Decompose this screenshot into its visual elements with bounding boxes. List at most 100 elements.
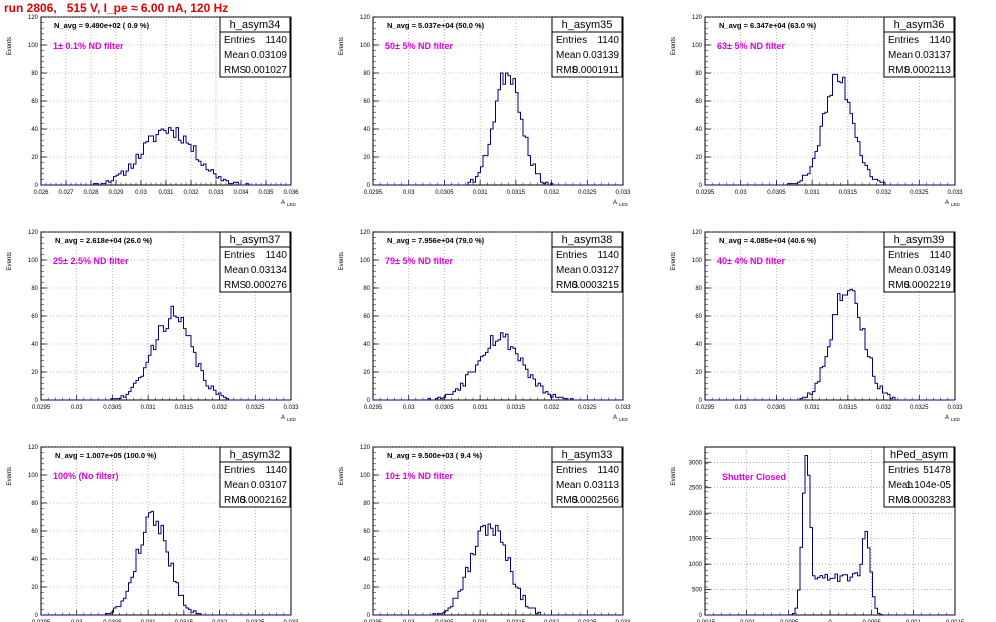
x-tick-label: 0.0295 (32, 620, 51, 622)
x-tick-label: 0.032 (876, 190, 892, 196)
stats-value: 0.03137 (915, 50, 952, 61)
stats-key: RMS (556, 280, 579, 291)
x-tick-label: 0.032 (212, 620, 228, 622)
histogram-name: h_asym36 (894, 19, 945, 31)
stats-key: RMS (888, 280, 911, 291)
histogram-series (705, 454, 955, 616)
n-avg-label: N_avg = 6.347e+04 (63.0 %) (719, 21, 817, 30)
x-tick-label: 0.0325 (578, 190, 597, 196)
x-tick-label: 0.033 (283, 620, 299, 622)
x-axis-title: A (945, 200, 949, 206)
y-tick-label: 120 (360, 15, 371, 21)
x-axis-title: A (613, 200, 617, 206)
x-tick-label: 0.0005 (862, 620, 881, 622)
stats-value: 0.0003215 (572, 280, 620, 291)
stats-box: h_asym34 Entries 1140 Mean 0.03109 RMS 0.00102… (219, 16, 291, 78)
y-tick-label: 60 (695, 314, 702, 320)
x-axis-title-subscript: LED (619, 417, 629, 422)
stats-key: Mean (888, 265, 913, 276)
x-tick-label: 0.03 (71, 405, 83, 411)
n-avg-label: N_avg = 1.007e+05 (100.0 %) (55, 451, 157, 460)
stats-key: Entries (224, 250, 255, 261)
panel-h_asym35: 0.0295 0.03 0.0305 0.031 0.0315 0.032 0.0325 0.… (339, 15, 631, 207)
y-axis-title: Events (339, 37, 345, 55)
stats-key: Entries (224, 465, 255, 476)
y-tick-label: 40 (31, 557, 38, 563)
x-tick-label: 0.0315 (175, 405, 194, 411)
panel-h_asym37: 0.0295 0.03 0.0305 0.031 0.0315 0.032 0.0325 0.… (7, 230, 299, 422)
x-tick-label: 0.03 (403, 405, 415, 411)
x-axis-title-subscript: LED (287, 417, 297, 422)
stats-box: h_asym32 Entries 1140 Mean 0.03107 RMS0.00021… (219, 446, 291, 508)
stats-key: Mean (224, 480, 249, 491)
stats-box: h_asym33 Entries 1140 Mean 0.03113 RMS0.00025… (551, 446, 623, 508)
stats-box: h_asym39 Entries 1140 Mean 0.03149 RMS0.00022… (883, 231, 955, 293)
y-tick-label: 60 (31, 99, 38, 105)
stats-value: 1140 (929, 250, 951, 261)
y-tick-label: 0 (699, 398, 703, 404)
y-tick-label: 120 (692, 230, 703, 236)
x-tick-label: 0.032 (212, 405, 228, 411)
stats-key: Mean (556, 480, 581, 491)
stats-value: 0.0003283 (904, 495, 952, 506)
y-tick-label: 80 (695, 286, 702, 292)
y-axis-title: Events (671, 252, 677, 270)
x-tick-label: 0.033 (615, 190, 631, 196)
x-tick-label: 0.0295 (364, 620, 383, 622)
stats-key: Mean (224, 265, 249, 276)
histogram-name: h_asym33 (562, 449, 613, 461)
histogram-name: h_asym34 (230, 19, 281, 31)
stats-frame (883, 16, 955, 78)
x-axis-title-subscript: LED (619, 202, 629, 207)
y-tick-label: 20 (31, 155, 38, 161)
histogram-series (705, 288, 955, 401)
stats-value: 1140 (265, 35, 287, 46)
x-tick-label: 0.0325 (910, 190, 929, 196)
x-axis-title-subscript: LED (951, 417, 961, 422)
stats-key: Mean (224, 50, 249, 61)
y-tick-label: 0 (35, 183, 39, 189)
histogram-series (373, 332, 623, 401)
filter-note: 25± 2.5% ND filter (53, 256, 129, 266)
n-avg-label: N_avg = 4.085e+04 (40.6 %) (719, 236, 817, 245)
stats-box: h_asym35 Entries 1140 Mean 0.03139 RMS0.00019… (551, 16, 623, 78)
x-tick-label: 0.0295 (696, 405, 715, 411)
stats-key: RMS (224, 495, 247, 506)
y-tick-label: 20 (695, 370, 702, 376)
x-tick-label: 0.033 (947, 190, 963, 196)
histogram-name: h_asym35 (562, 19, 613, 31)
stats-value: 0.03107 (251, 480, 288, 491)
x-tick-label: 0.03 (735, 190, 747, 196)
histogram-name: h_asym37 (230, 234, 281, 246)
filter-note: 50± 5% ND filter (385, 41, 453, 51)
histogram-series (705, 73, 955, 186)
y-axis-title: Events (7, 467, 13, 485)
x-tick-label: 0.0295 (364, 405, 383, 411)
stats-value: 0.03113 (584, 480, 620, 491)
stats-key: RMS (888, 495, 911, 506)
panel-h_asym38: 0.0295 0.03 0.0305 0.031 0.0315 0.032 0.0325 0.… (339, 230, 631, 422)
y-tick-label: 1500 (689, 537, 703, 543)
n-avg-label: N_avg = 9.500e+03 ( 9.4 %) (387, 451, 483, 460)
y-tick-label: 20 (695, 155, 702, 161)
y-tick-label: 0 (35, 398, 39, 404)
x-tick-label: 0.03 (735, 405, 747, 411)
stats-key: RMS (224, 65, 247, 76)
histogram-series (41, 305, 291, 401)
stats-frame (219, 16, 291, 78)
x-tick-label: 0.031 (473, 405, 489, 411)
y-tick-label: 0 (35, 613, 39, 619)
x-tick-label: 0.0325 (578, 620, 597, 622)
y-tick-label: 80 (695, 71, 702, 77)
histogram-name: h_asym32 (230, 449, 281, 461)
x-tick-label: 0.0315 (507, 405, 526, 411)
x-tick-label: 0.0315 (839, 405, 858, 411)
y-tick-label: 100 (360, 473, 371, 479)
histogram-name: h_asym38 (562, 234, 613, 246)
stats-value: 0.000276 (245, 280, 287, 291)
stats-box: h_asym37 Entries 1140 Mean 0.03134 RMS 0.00027… (219, 231, 291, 293)
x-tick-label: 0.033 (615, 620, 631, 622)
x-tick-label: 0.0315 (507, 620, 526, 622)
stats-key: Entries (888, 35, 919, 46)
